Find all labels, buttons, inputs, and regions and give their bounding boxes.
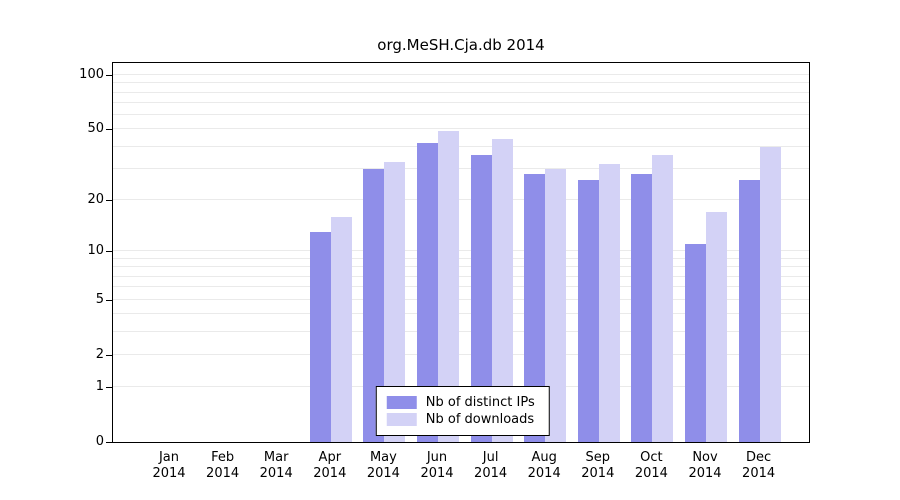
gridline: [113, 91, 809, 93]
bar-distinct-ips-jul: [470, 154, 492, 442]
bar-downloads-aug: [545, 168, 567, 442]
x-axis-year: 2014: [206, 466, 240, 481]
y-axis-tick-label: 10: [87, 243, 104, 259]
y-axis-tick-mark: [106, 75, 112, 76]
bar-downloads-jul: [491, 139, 513, 442]
x-axis-label-aug: Aug 2014: [516, 450, 572, 482]
x-axis-year: 2014: [527, 466, 561, 481]
legend-label-downloads: Nb of downloads: [425, 412, 535, 427]
x-axis-month: Nov: [692, 450, 718, 465]
x-axis-year: 2014: [259, 466, 293, 481]
y-axis-tick-mark: [106, 199, 112, 201]
y-axis-tick-label: 50: [87, 121, 104, 137]
x-axis-label-sep: Sep 2014: [570, 450, 626, 482]
bar-distinct-ips-nov: [685, 244, 706, 442]
x-axis-label-jan: Jan 2014: [141, 450, 197, 482]
x-axis-month: Apr: [318, 450, 342, 465]
gridline: [113, 298, 809, 300]
y-axis-tick-mark: [106, 251, 112, 253]
x-axis-month: Aug: [531, 450, 557, 465]
legend-label-distinct-ips: Nb of distinct IPs: [425, 395, 535, 410]
x-axis-month: Jan: [158, 450, 180, 465]
x-axis-year: 2014: [152, 466, 186, 481]
gridline: [113, 82, 809, 84]
gridline: [113, 145, 809, 147]
bar-downloads-may: [384, 161, 406, 442]
y-axis-tick-mark: [106, 299, 112, 301]
legend-item-distinct-ips: Nb of distinct IPs: [386, 394, 535, 411]
legend-swatch-distinct-ips: [386, 396, 417, 409]
x-axis-month: May: [369, 450, 397, 465]
y-axis-tick-mark: [106, 442, 112, 443]
bar-downloads-oct: [652, 154, 674, 442]
x-axis-month: Jun: [426, 450, 448, 465]
bar-downloads-sep: [598, 164, 620, 442]
y-axis-tick-mark: [106, 386, 112, 388]
x-axis-year: 2014: [313, 466, 347, 481]
gridline: [113, 167, 809, 169]
gridline: [113, 114, 809, 116]
x-axis-year: 2014: [474, 466, 508, 481]
y-axis-tick-label: 2: [95, 346, 104, 362]
x-axis-year: 2014: [366, 466, 400, 481]
bar-distinct-ips-sep: [577, 179, 599, 442]
y-axis-tick-label: 1: [95, 378, 104, 394]
gridline: [113, 266, 809, 268]
x-axis-year: 2014: [581, 466, 615, 481]
plot-area: Nb of distinct IPs Nb of downloads: [112, 62, 810, 443]
x-axis-year: 2014: [688, 466, 722, 481]
bar-downloads-apr: [330, 216, 352, 442]
gridline: [113, 353, 809, 355]
gridline: [113, 250, 809, 252]
gridline: [113, 102, 809, 103]
legend-item-downloads: Nb of downloads: [386, 411, 535, 428]
bar-distinct-ips-apr: [309, 232, 331, 442]
y-axis-tick-mark: [106, 354, 112, 356]
x-axis-label-mar: Mar 2014: [248, 450, 304, 482]
x-axis-month: Mar: [263, 450, 289, 465]
x-axis-year: 2014: [634, 466, 668, 481]
x-axis-label-oct: Oct 2014: [623, 450, 679, 482]
bar-distinct-ips-oct: [631, 174, 653, 442]
bar-downloads-jun: [438, 130, 459, 442]
x-axis-month: Feb: [211, 450, 235, 465]
x-axis-month: Dec: [746, 450, 772, 465]
x-axis-year: 2014: [420, 466, 454, 481]
x-axis-month: Oct: [640, 450, 663, 465]
gridline: [113, 128, 809, 130]
y-axis-tick-label: 5: [95, 291, 104, 307]
x-axis-label-dec: Dec 2014: [731, 450, 787, 482]
gridline: [113, 330, 809, 332]
legend-swatch-downloads: [386, 413, 417, 426]
bar-distinct-ips-aug: [524, 174, 546, 442]
bar-distinct-ips-jun: [417, 142, 438, 442]
y-axis-tick-label: 100: [79, 67, 104, 82]
y-axis-tick-label: 20: [87, 191, 104, 207]
bar-downloads-dec: [759, 146, 781, 442]
x-axis-label-may: May 2014: [355, 450, 411, 482]
gridline: [113, 257, 809, 259]
gridline: [113, 275, 809, 277]
gridline: [113, 313, 809, 314]
y-axis-tick-mark: [106, 129, 112, 131]
x-axis-month: Jul: [482, 450, 499, 465]
legend: Nb of distinct IPs Nb of downloads: [375, 386, 550, 436]
x-axis-label-jun: Jun 2014: [409, 450, 465, 482]
x-axis-month: Sep: [585, 450, 611, 465]
y-axis-tick-label: 0: [95, 434, 104, 449]
x-axis-label-feb: Feb 2014: [195, 450, 251, 482]
x-axis-year: 2014: [742, 466, 776, 481]
x-axis-label-jul: Jul 2014: [463, 450, 519, 482]
bar-downloads-nov: [706, 212, 727, 442]
bar-distinct-ips-may: [363, 168, 385, 442]
x-axis-label-apr: Apr 2014: [302, 450, 358, 482]
gridline: [113, 74, 809, 75]
gridline: [113, 286, 809, 288]
bar-distinct-ips-dec: [738, 179, 760, 442]
gridline: [113, 198, 809, 200]
chart-title: org.MeSH.Cja.db 2014: [377, 36, 545, 54]
x-axis-label-nov: Nov 2014: [677, 450, 733, 482]
